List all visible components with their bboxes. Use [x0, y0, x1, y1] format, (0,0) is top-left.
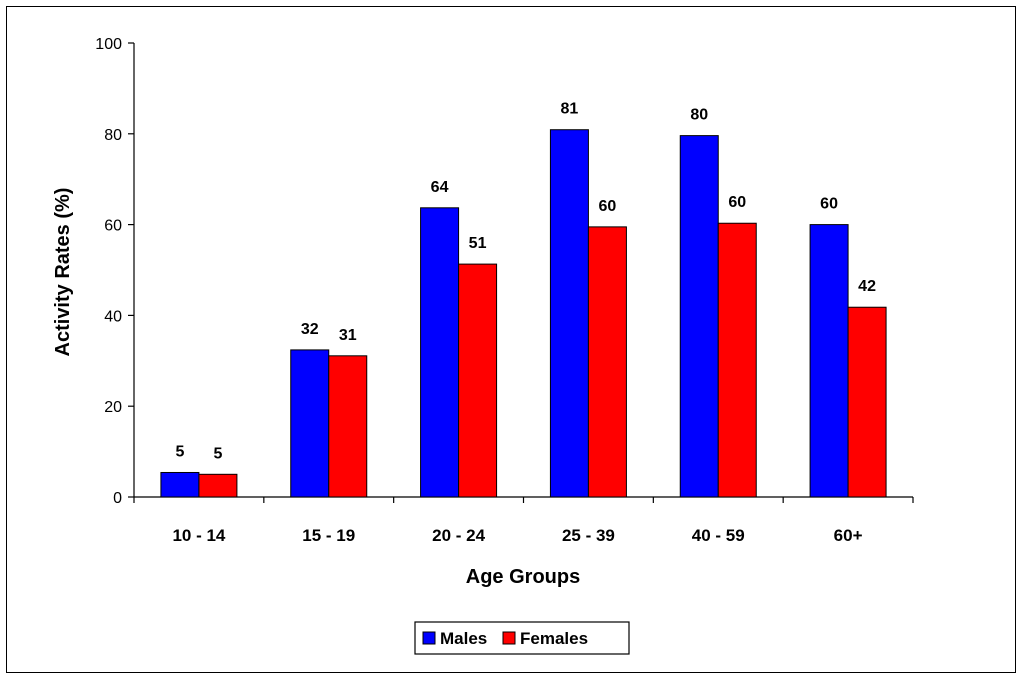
data-label-females: 60 [728, 194, 746, 211]
legend-label-females: Females [520, 629, 588, 648]
legend-box [414, 621, 630, 655]
data-labels: 5 5 32 31 64 51 81 60 80 60 60 42 [175, 101, 876, 463]
bar-females [717, 222, 757, 498]
data-label-males: 60 [820, 196, 838, 213]
y-axis-title: Activity Rates (%) [52, 188, 74, 357]
data-label-females: 51 [469, 235, 487, 252]
y-tick-label: 0 [113, 490, 122, 507]
data-label-males: 5 [175, 443, 184, 460]
data-label-females: 31 [339, 327, 357, 344]
x-tick-label: 20 - 24 [432, 526, 485, 545]
data-label-males: 64 [431, 179, 449, 196]
bar-males [809, 224, 849, 498]
bars [160, 129, 887, 498]
data-label-females: 5 [213, 445, 222, 462]
bar-males [549, 129, 589, 498]
bar-females [847, 306, 887, 498]
bar-males [160, 471, 200, 498]
y-tick-label: 60 [104, 218, 122, 235]
bar-females [198, 473, 238, 498]
bar-males [679, 135, 719, 498]
data-label-males: 81 [561, 101, 579, 118]
x-tick-label: 10 - 14 [172, 526, 225, 545]
data-label-females: 60 [599, 198, 617, 215]
y-tick-label: 20 [104, 399, 122, 416]
x-tick-label: 15 - 19 [302, 526, 355, 545]
bar-females [328, 355, 368, 498]
legend-swatch-males [422, 631, 436, 645]
y-tick-label: 80 [104, 127, 122, 144]
axes: 0 20 40 60 80 100 10 - 14 15 - 19 20 - 24 25 - 39… [95, 36, 914, 545]
data-label-males: 32 [301, 321, 319, 338]
legend-swatch-females [502, 631, 516, 645]
bar-females [458, 263, 498, 498]
y-tick-label: 40 [104, 308, 122, 325]
data-label-males: 80 [690, 107, 708, 124]
bar-males [420, 207, 460, 498]
x-tick-label: 25 - 39 [562, 526, 615, 545]
x-tick-label: 40 - 59 [692, 526, 745, 545]
data-label-females: 42 [858, 278, 876, 295]
x-tick-label: 60+ [834, 526, 863, 545]
bar-females [587, 226, 627, 498]
legend: Males Females [414, 621, 630, 655]
y-tick-label: 100 [95, 36, 122, 53]
legend-label-males: Males [440, 629, 487, 648]
bar-males [290, 349, 330, 498]
x-axis-title: Age Groups [466, 566, 580, 588]
